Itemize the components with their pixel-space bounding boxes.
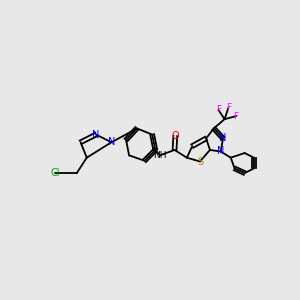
Text: F: F: [234, 112, 239, 121]
Text: Cl: Cl: [50, 168, 60, 178]
Text: F: F: [216, 105, 221, 114]
FancyBboxPatch shape: [228, 107, 229, 108]
Text: S: S: [197, 157, 203, 166]
Text: N: N: [108, 137, 115, 147]
Text: F: F: [226, 103, 231, 112]
Text: N: N: [217, 146, 224, 157]
Text: O: O: [172, 131, 179, 141]
FancyBboxPatch shape: [220, 151, 221, 152]
Text: N: N: [219, 134, 227, 143]
Text: NH: NH: [153, 151, 167, 160]
Text: N: N: [92, 130, 100, 140]
